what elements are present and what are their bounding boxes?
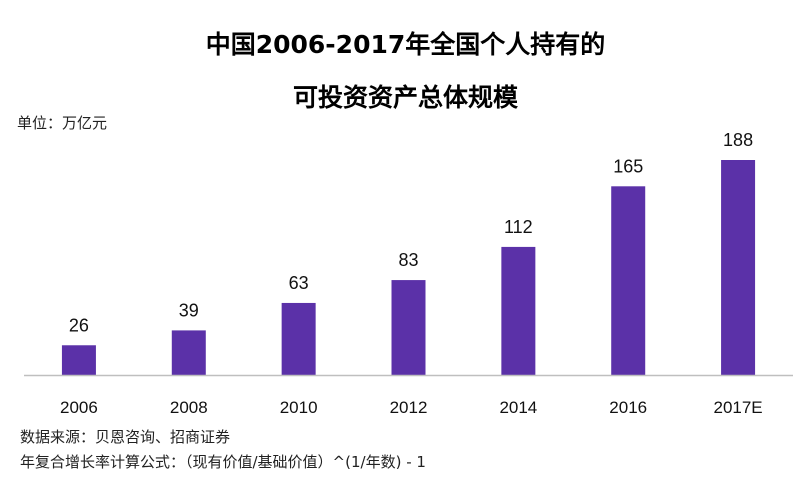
value-label-2017E: 188 (723, 130, 753, 150)
x-tick-labels-group: 2006 2008 2010 2012 2014 2016 2017E (60, 398, 763, 417)
x-tick-label-2017E: 2017E (713, 398, 762, 417)
chart-title-line-1: 中国2006-2017年全国个人持有的 (205, 30, 606, 59)
x-tick-label-2012: 2012 (390, 398, 428, 417)
bars-group (61, 160, 756, 375)
bar-2012 (391, 280, 426, 375)
x-tick-label-2014: 2014 (499, 398, 537, 417)
value-label-2014: 112 (504, 217, 533, 237)
bar-2016 (611, 186, 646, 375)
value-label-2016: 165 (613, 156, 643, 176)
value-label-2006: 26 (69, 315, 89, 335)
x-tick-label-2006: 2006 (60, 398, 98, 417)
formula-note: 年复合增长率计算公式：（现有价值/基础价值）^(1/年数) - 1 (20, 453, 426, 471)
chart-title-line-2: 可投资资产总体规模 (292, 83, 518, 112)
value-label-2008: 39 (179, 300, 199, 320)
x-tick-label-2008: 2008 (170, 398, 208, 417)
bar-2006 (61, 345, 96, 375)
bar-2008 (171, 330, 206, 375)
x-tick-label-2010: 2010 (280, 398, 318, 417)
value-label-2012: 83 (398, 250, 418, 270)
bar-2010 (281, 302, 316, 375)
value-labels-group: 26 39 63 83 112 165 188 (69, 130, 753, 335)
x-tick-label-2016: 2016 (609, 398, 647, 417)
bar-2014 (501, 246, 536, 375)
source-note: 数据来源：贝恩咨询、招商证券 (20, 428, 231, 446)
unit-label: 单位：万亿元 (17, 114, 108, 132)
bar-2017E (721, 160, 756, 375)
value-label-2010: 63 (289, 273, 309, 293)
